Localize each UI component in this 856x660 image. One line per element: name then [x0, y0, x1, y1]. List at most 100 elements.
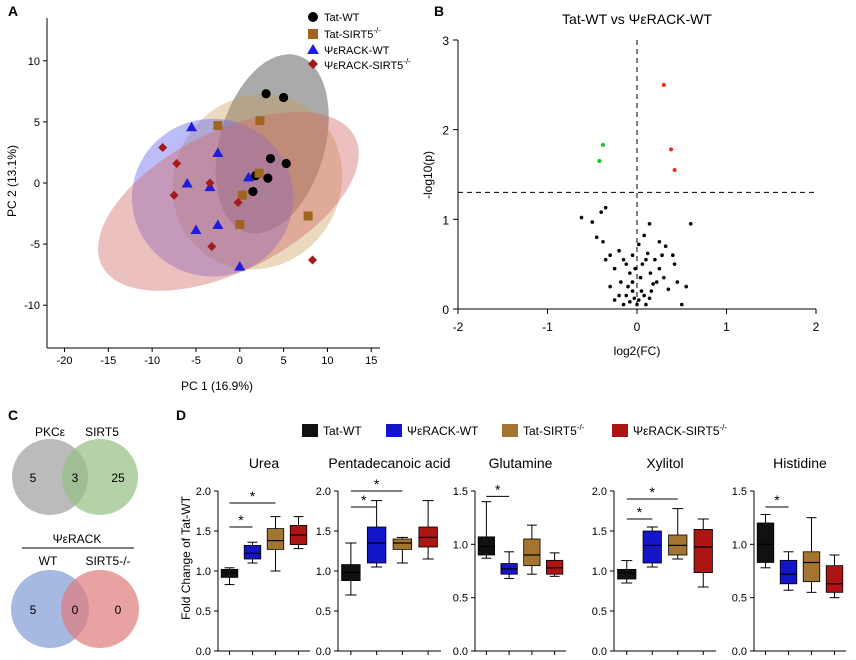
volcano-point-ns	[619, 280, 623, 284]
volcano-point-ns	[657, 239, 662, 244]
volcano-point-ns	[635, 302, 639, 307]
volcano-point-ns	[679, 302, 684, 307]
volcano-plot: Tat-WT vs ΨεRACK-WT -2 -1 0 1 2 3 2 1 0 log2(FC)…	[421, 11, 820, 358]
volcano-point-ns	[651, 282, 655, 286]
volcano-point-ns	[617, 248, 621, 253]
boxplot-xylitol: Xylitol 0.0 0.5 1.0 1.5 2.0 * *	[592, 455, 716, 658]
pca-y-tick-label: 0	[34, 178, 40, 190]
pca-point-tat-wt	[279, 92, 289, 103]
volcano-y-tick-label: 1	[442, 213, 449, 227]
boxplot-significance-star: *	[361, 492, 367, 508]
boxplot-box	[392, 538, 413, 550]
volcano-point-ns	[626, 284, 630, 289]
legend-label-tat-sirt5: Tat-SIRT5-/-	[324, 26, 381, 41]
boxplot-y-tick-label: 1.0	[196, 566, 211, 578]
boxplot-legend: Tat-WT ΨεRACK-WT Tat-SIRT5-/- ΨεRACK-SIR…	[302, 423, 727, 438]
boxplot-y-tick-label: 1.5	[196, 526, 211, 538]
boxplot-significance-star: *	[374, 476, 380, 492]
pca-point-tat-sirt5	[235, 220, 245, 230]
volcano-title: Tat-WT vs ΨεRACK-WT	[562, 11, 712, 27]
boxplot-box	[802, 551, 821, 583]
volcano-point-ns	[599, 210, 603, 214]
pca-point-psi-sirt5	[205, 178, 215, 188]
boxplot-significance-star: *	[495, 481, 501, 497]
volcano-point-ns	[590, 220, 595, 224]
volcano-point-ns	[654, 280, 659, 284]
boxplot-y-tick-label: 2.0	[316, 486, 331, 498]
boxplot-y-tick-label: 0.0	[196, 646, 211, 658]
pca-point-tat-wt	[281, 158, 291, 169]
pca-point-psi-sirt5	[158, 143, 168, 153]
pca-point-psi-sirt5	[169, 190, 179, 200]
pca-x-tick-label: -20	[57, 355, 73, 367]
pca-point-tat-wt	[265, 153, 276, 164]
venn-top-right-label: SIRT5	[85, 425, 119, 439]
legend-swatch-psi-sirt5	[612, 424, 628, 437]
volcano-point-ns	[639, 289, 644, 293]
pca-point-psi-sirt5	[207, 242, 217, 252]
boxplot-significance-star: *	[774, 492, 780, 508]
boxplot-title: Histidine	[773, 455, 827, 471]
pca-x-tick-label: -15	[100, 355, 116, 367]
pca-confidence-ellipse	[131, 118, 294, 277]
panel-label-c: C	[8, 407, 18, 423]
volcano-point-ns	[628, 300, 632, 304]
volcano-point-ns	[684, 284, 689, 289]
boxplot-significance-star: *	[250, 488, 256, 504]
venn-bottom-title: ΨεRACK	[53, 532, 102, 546]
volcano-point-ns	[636, 298, 641, 302]
legend-label-box-psi-wt: ΨεRACK-WT	[407, 424, 479, 438]
volcano-point-ns	[649, 289, 654, 293]
volcano-point-ns	[671, 253, 675, 257]
volcano-point-ns	[579, 215, 584, 220]
volcano-point-ns	[647, 222, 652, 226]
pca-x-tick-label: -5	[191, 355, 201, 367]
boxplot-y-tick-label: 1.0	[732, 539, 747, 551]
legend-marker-tat-wt	[308, 12, 318, 22]
volcano-point-ns	[612, 298, 617, 302]
venn-diagram-top: PKCε SIRT5 5 3 25	[12, 425, 138, 515]
legend-marker-psi-wt	[307, 44, 319, 54]
volcano-y-tick-label: 0	[442, 303, 449, 317]
pca-point-psi-sirt5	[233, 198, 243, 208]
boxplot-y-tick-label: 1.0	[592, 566, 607, 578]
boxplot-significance-star: *	[238, 512, 244, 528]
volcano-point-up	[661, 82, 666, 87]
boxplot-box	[825, 565, 844, 593]
venn-circle-sirt5	[62, 439, 138, 515]
volcano-point-ns	[617, 293, 621, 298]
pca-y-tick-label: 10	[28, 56, 40, 68]
boxplot-urea: Urea 0.0 0.5 1.0 1.5 2.0 * *	[196, 455, 310, 658]
pca-y-tick-label: -5	[30, 239, 40, 251]
volcano-point-down	[597, 159, 602, 164]
pca-y-label: PC 2 (13.1%)	[5, 145, 19, 217]
boxplot-y-tick-label: 1.0	[316, 566, 331, 578]
boxplot-y-label: Fold Change of Tat-WT	[179, 495, 193, 620]
pca-point-tat-sirt5	[213, 121, 223, 131]
volcano-point-ns	[608, 253, 612, 257]
legend-marker-psi-sirt5	[308, 59, 318, 69]
volcano-point-ns	[630, 253, 635, 257]
volcano-point-ns	[645, 251, 650, 256]
boxplot-box	[523, 538, 541, 567]
boxplot-box	[366, 526, 387, 564]
boxplot-y-tick-label: 1.5	[453, 486, 468, 498]
boxplot-y-tick-label: 1.5	[316, 526, 331, 538]
volcano-x-tick-label: 0	[634, 320, 641, 334]
volcano-y-label: -log10(p)	[421, 151, 435, 199]
boxplot-box	[220, 569, 239, 578]
boxplot-panels: Urea 0.0 0.5 1.0 1.5 2.0 * * Pentadecanoic acid 0…	[196, 455, 846, 658]
volcano-x-tick-label: 1	[723, 320, 730, 334]
volcano-x-tick-label: 2	[813, 320, 820, 334]
volcano-point-ns	[648, 271, 653, 275]
pca-point-tat-wt	[261, 89, 271, 99]
volcano-y-tick-label: 2	[442, 124, 449, 138]
volcano-x-label: log2(FC)	[614, 344, 661, 358]
volcano-point-ns	[594, 235, 599, 240]
venn-bottom-right-count: 0	[115, 603, 122, 617]
boxplot-significance-star: *	[637, 504, 643, 520]
boxplot-y-tick-label: 0.5	[196, 606, 211, 618]
legend-label-psi-wt: ΨεRACK-WT	[324, 45, 390, 57]
boxplot-y-tick-label: 0.5	[732, 593, 747, 605]
